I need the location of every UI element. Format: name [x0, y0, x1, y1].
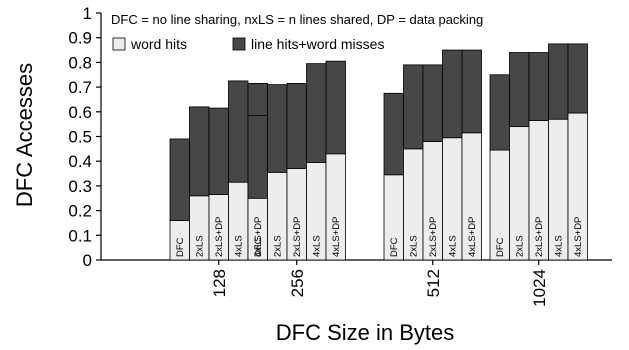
bar-segment-line-hits: [267, 84, 288, 173]
bar-label: 2xLS: [408, 235, 419, 257]
bar-label: DFC: [389, 237, 400, 257]
bar-label: 2xLS+DP: [534, 217, 545, 257]
y-tick-label: 0.9: [68, 29, 92, 48]
y-tick-label: 1: [83, 4, 92, 23]
y-tick-label: 0.4: [68, 152, 92, 171]
y-tick-label: 0.6: [68, 103, 92, 122]
bar-label: 2xLS: [514, 235, 525, 257]
bars: [169, 43, 588, 261]
bar-label: 4xLS: [553, 235, 564, 257]
bar-label: 2xLS+DP: [214, 217, 225, 257]
bar-segment-line-hits: [189, 106, 210, 197]
bar-segment-line-hits: [228, 80, 249, 183]
axes: 0 0.1 0.2 0.3 0.4 0.5 0.6 0.7 0.8 0.9 1 128 256 512 10…: [68, 4, 612, 307]
bar-label: 4xLS+DP: [253, 217, 264, 257]
x-tick-label: 1024: [530, 269, 549, 307]
bar-label: 4xLS+DP: [331, 217, 342, 257]
bar-segment-line-hits: [489, 74, 510, 151]
bar-segment-line-hits: [528, 52, 549, 121]
y-tick-label: 0.7: [68, 78, 92, 97]
y-axis-title: DFC Accesses: [12, 63, 37, 207]
legend-swatch: [112, 37, 126, 51]
bar-segment-line-hits: [306, 63, 327, 163]
x-tick-label: 512: [424, 269, 443, 297]
bar-label: 2xLS: [272, 235, 283, 257]
y-tick-label: 0: [83, 251, 92, 270]
bar-segment-line-hits: [548, 43, 569, 120]
bar-segment-line-hits: [403, 64, 424, 150]
bar-label: 2xLS+DP: [428, 217, 439, 257]
y-tick-label: 0.2: [68, 202, 92, 221]
bar-label: DFC: [253, 237, 264, 257]
bar-label: 4xLS+DP: [573, 217, 584, 257]
y-tick-label: 0.8: [68, 53, 92, 72]
y-tick-label: 0.3: [68, 177, 92, 196]
legend-swatch: [232, 37, 246, 51]
bar-segment-line-hits: [422, 64, 443, 142]
bar-segment-line-hits: [325, 60, 346, 155]
legend: word hits line hits+word misses: [112, 36, 384, 52]
bar-segment-line-hits: [247, 115, 268, 199]
bar-label: 4xLS+DP: [467, 217, 478, 257]
x-axis-title: DFC Size in Bytes: [276, 320, 455, 345]
bar-segment-line-hits: [286, 82, 307, 170]
bar-label: DFC: [495, 237, 506, 257]
bar-label: 4xLS: [233, 235, 244, 257]
legend-label: word hits: [130, 36, 187, 52]
bar-segment-line-hits: [208, 107, 229, 195]
x-tick-label: 256: [288, 269, 307, 297]
bar-segment-line-hits: [567, 43, 588, 114]
bar-label: 4xLS: [311, 235, 322, 257]
bar-label: 4xLS: [447, 235, 458, 257]
chart-note: DFC = no line sharing, nxLS = n lines sh…: [111, 12, 483, 27]
bar-segment-line-hits: [461, 49, 482, 134]
bar-segment-line-hits: [383, 92, 404, 176]
bar-label: 2xLS+DP: [292, 217, 303, 257]
legend-label: line hits+word misses: [251, 36, 384, 52]
bar-segment-line-hits: [509, 52, 530, 128]
bar-label: 2xLS: [194, 235, 205, 257]
bar-segment-line-hits: [169, 138, 190, 221]
bar-segment-line-hits: [442, 49, 463, 139]
x-tick-label: 128: [210, 269, 229, 297]
y-tick-label: 0.1: [68, 226, 92, 245]
y-tick-label: 0.5: [68, 128, 92, 147]
bar-label: DFC: [175, 237, 186, 257]
